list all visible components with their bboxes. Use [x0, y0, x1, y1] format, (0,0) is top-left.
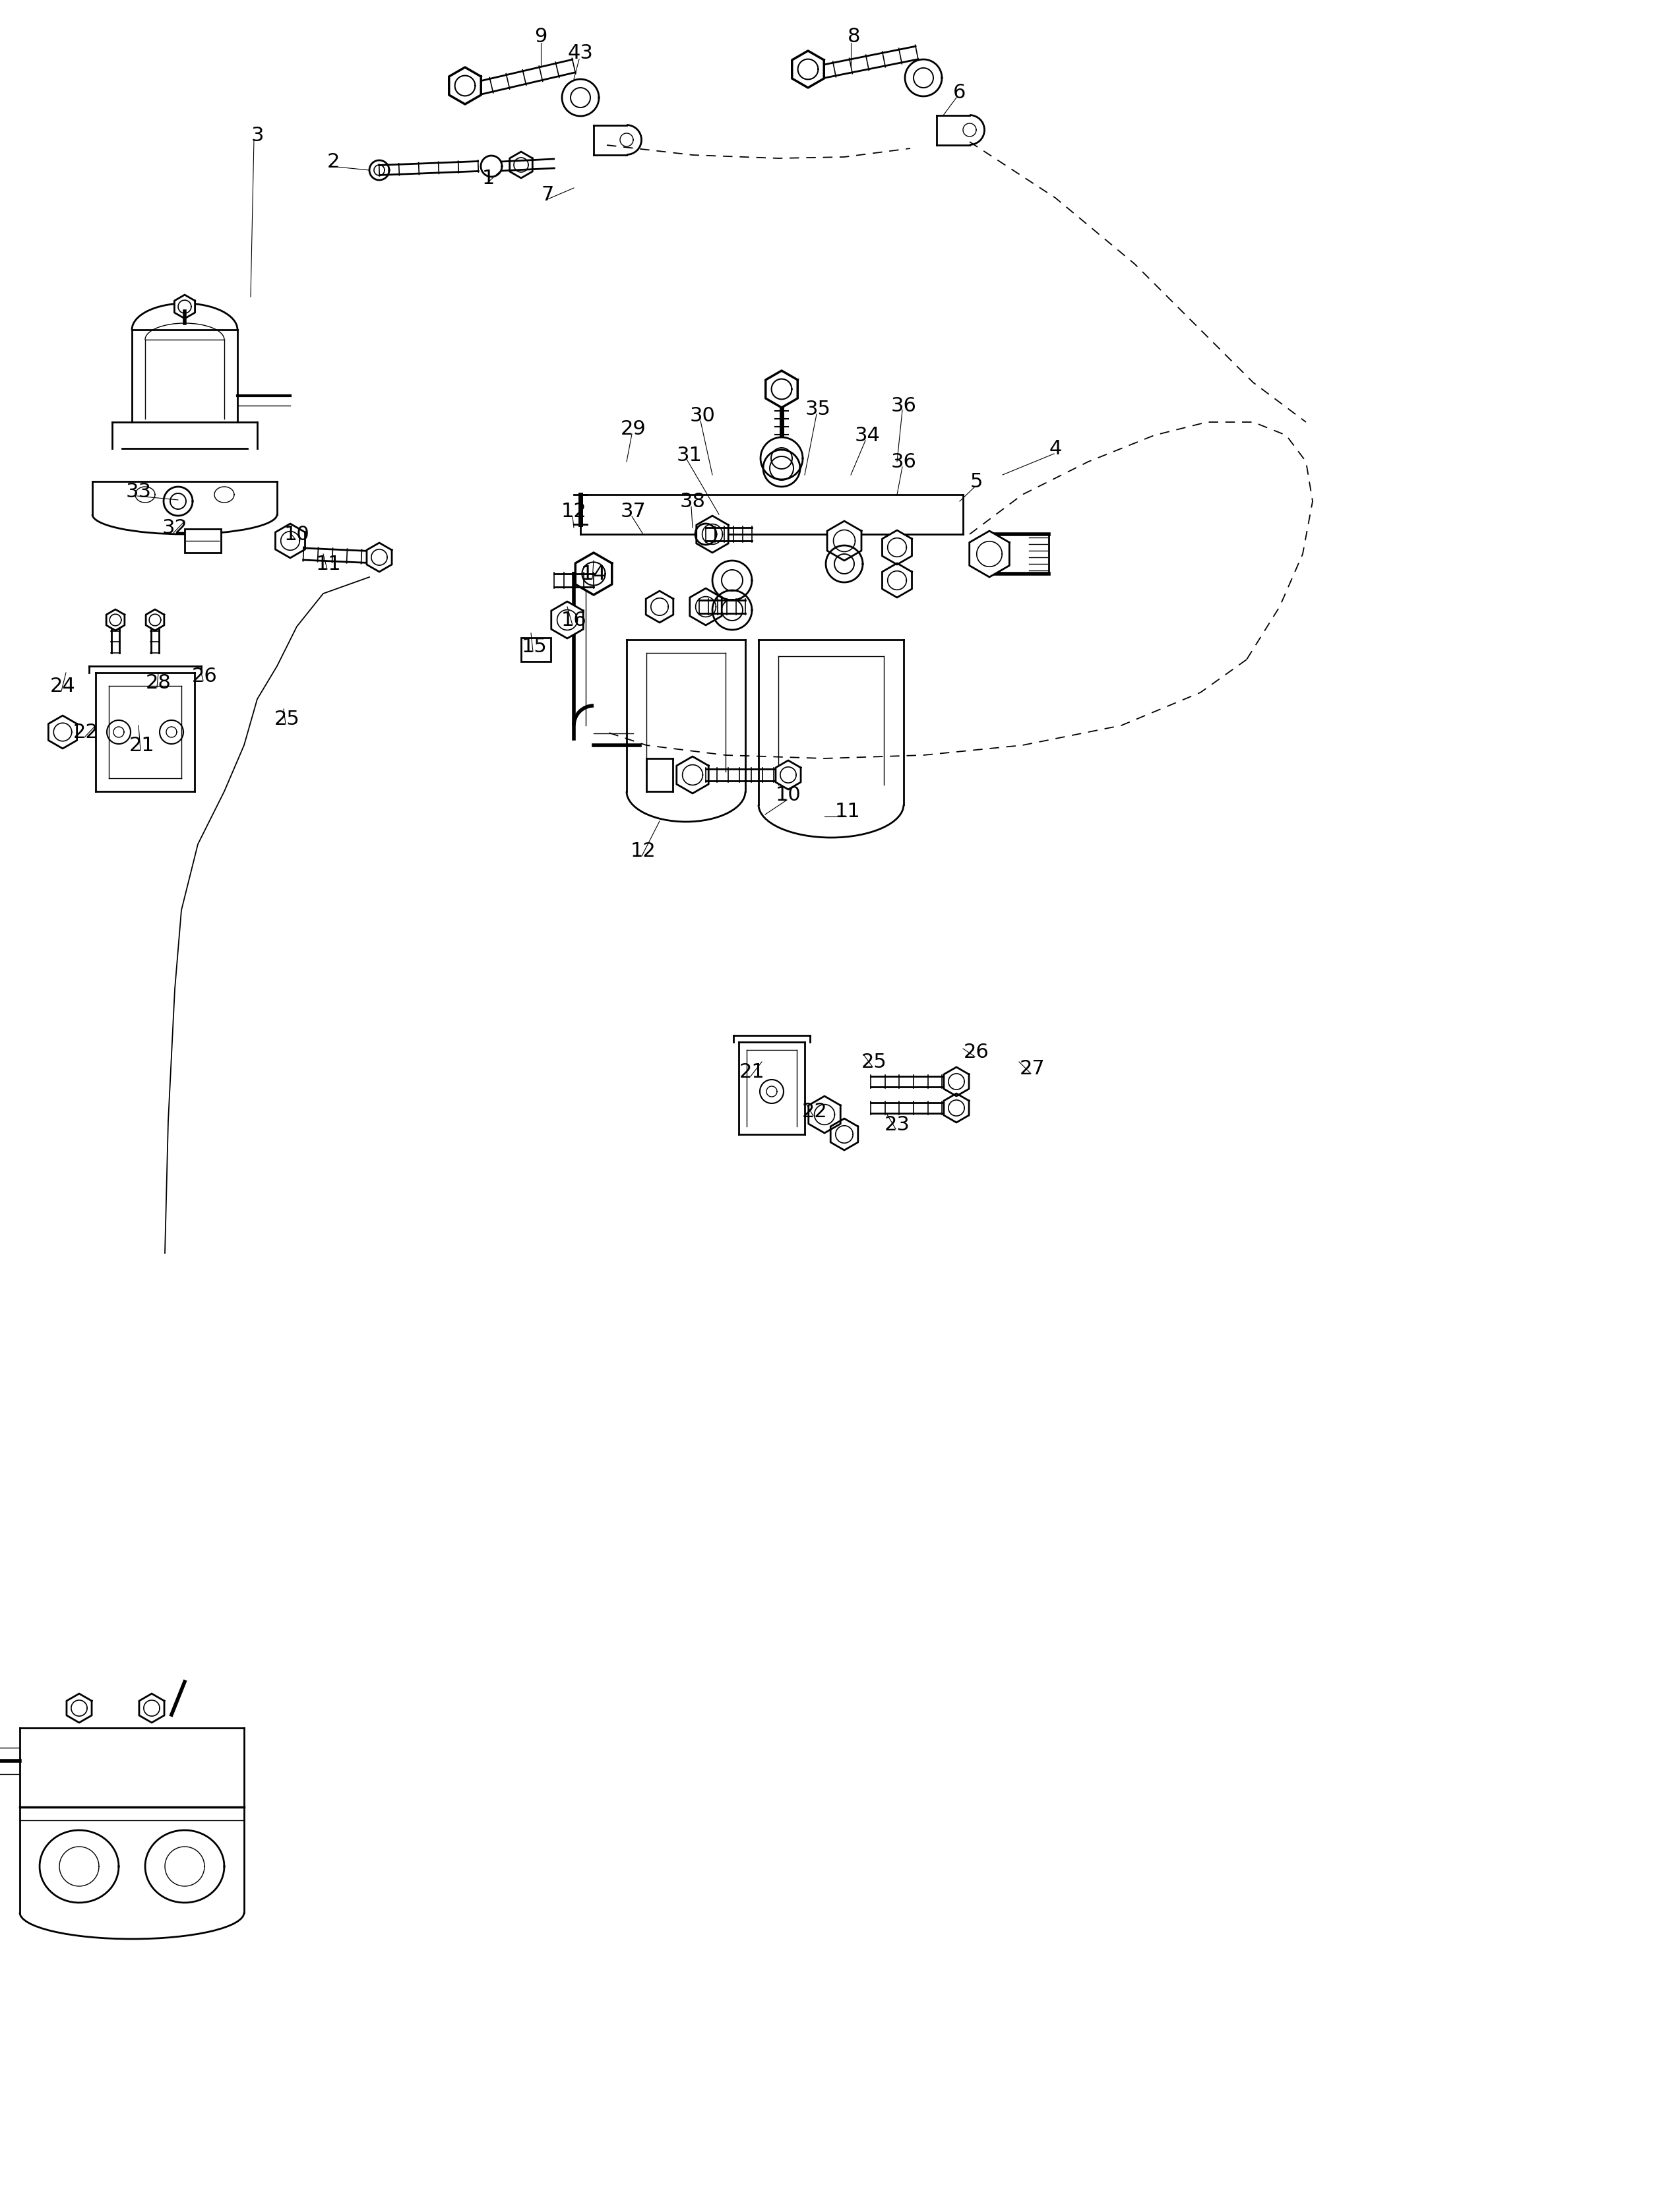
Text: 12: 12: [631, 841, 656, 860]
Text: 22: 22: [802, 1102, 827, 1121]
Text: 10: 10: [284, 524, 310, 544]
Text: 3: 3: [250, 126, 263, 144]
Bar: [522, 637, 550, 661]
Text: 14: 14: [581, 564, 606, 584]
Polygon shape: [809, 1097, 841, 1133]
Text: 35: 35: [805, 400, 831, 418]
Text: 8: 8: [847, 27, 861, 46]
Polygon shape: [904, 60, 941, 97]
Polygon shape: [760, 438, 802, 480]
Polygon shape: [970, 531, 1010, 577]
Text: 26: 26: [963, 1042, 988, 1062]
Polygon shape: [827, 522, 861, 560]
Text: 5: 5: [970, 471, 983, 491]
Text: 38: 38: [680, 491, 705, 511]
Text: 32: 32: [163, 518, 188, 538]
Polygon shape: [690, 588, 722, 626]
Polygon shape: [883, 564, 911, 597]
Polygon shape: [831, 1119, 857, 1150]
Text: 12: 12: [560, 502, 587, 520]
Polygon shape: [146, 608, 164, 630]
Polygon shape: [646, 591, 673, 622]
Text: 11: 11: [834, 801, 861, 821]
Polygon shape: [67, 1694, 92, 1723]
Text: 6: 6: [953, 82, 967, 102]
Bar: [185, 529, 221, 553]
Polygon shape: [883, 531, 911, 564]
Polygon shape: [765, 372, 797, 407]
Text: 33: 33: [126, 482, 151, 500]
Text: 36: 36: [891, 396, 916, 416]
Polygon shape: [826, 546, 862, 582]
Text: 21: 21: [738, 1062, 765, 1082]
Text: 43: 43: [567, 44, 594, 62]
Text: 11: 11: [315, 555, 341, 573]
Polygon shape: [552, 602, 584, 639]
Text: 10: 10: [775, 785, 800, 805]
Polygon shape: [49, 714, 77, 748]
Text: 4: 4: [1049, 438, 1062, 458]
Text: 31: 31: [676, 445, 701, 465]
Text: 9: 9: [535, 27, 547, 46]
Text: 25: 25: [274, 710, 300, 728]
Polygon shape: [510, 153, 532, 179]
Text: 2: 2: [327, 153, 339, 170]
Text: 28: 28: [146, 672, 171, 692]
Polygon shape: [175, 294, 195, 319]
Text: 15: 15: [522, 637, 547, 657]
Text: 7: 7: [540, 186, 554, 204]
Polygon shape: [106, 608, 124, 630]
Text: 30: 30: [690, 407, 715, 425]
Polygon shape: [275, 524, 305, 557]
Polygon shape: [676, 757, 708, 794]
Text: 24: 24: [50, 677, 76, 695]
Text: 34: 34: [854, 425, 881, 445]
Polygon shape: [943, 1066, 968, 1097]
Polygon shape: [713, 560, 752, 599]
Polygon shape: [713, 591, 752, 630]
Text: 21: 21: [129, 737, 154, 754]
Text: 22: 22: [72, 723, 99, 741]
Text: 37: 37: [621, 502, 646, 520]
Polygon shape: [139, 1694, 164, 1723]
Polygon shape: [450, 66, 482, 104]
Text: 16: 16: [560, 611, 587, 630]
Text: 27: 27: [1020, 1060, 1045, 1077]
Text: 1: 1: [482, 168, 495, 188]
Polygon shape: [576, 553, 612, 595]
Polygon shape: [943, 1093, 968, 1121]
Text: 26: 26: [191, 666, 216, 686]
Polygon shape: [696, 515, 728, 553]
Polygon shape: [367, 542, 393, 571]
Text: 29: 29: [621, 418, 646, 438]
Text: 23: 23: [884, 1115, 909, 1135]
Polygon shape: [562, 80, 599, 115]
Polygon shape: [163, 487, 193, 515]
Text: 36: 36: [891, 451, 916, 471]
Polygon shape: [763, 449, 800, 487]
Text: 25: 25: [861, 1053, 886, 1071]
Polygon shape: [775, 761, 800, 790]
Polygon shape: [792, 51, 824, 88]
